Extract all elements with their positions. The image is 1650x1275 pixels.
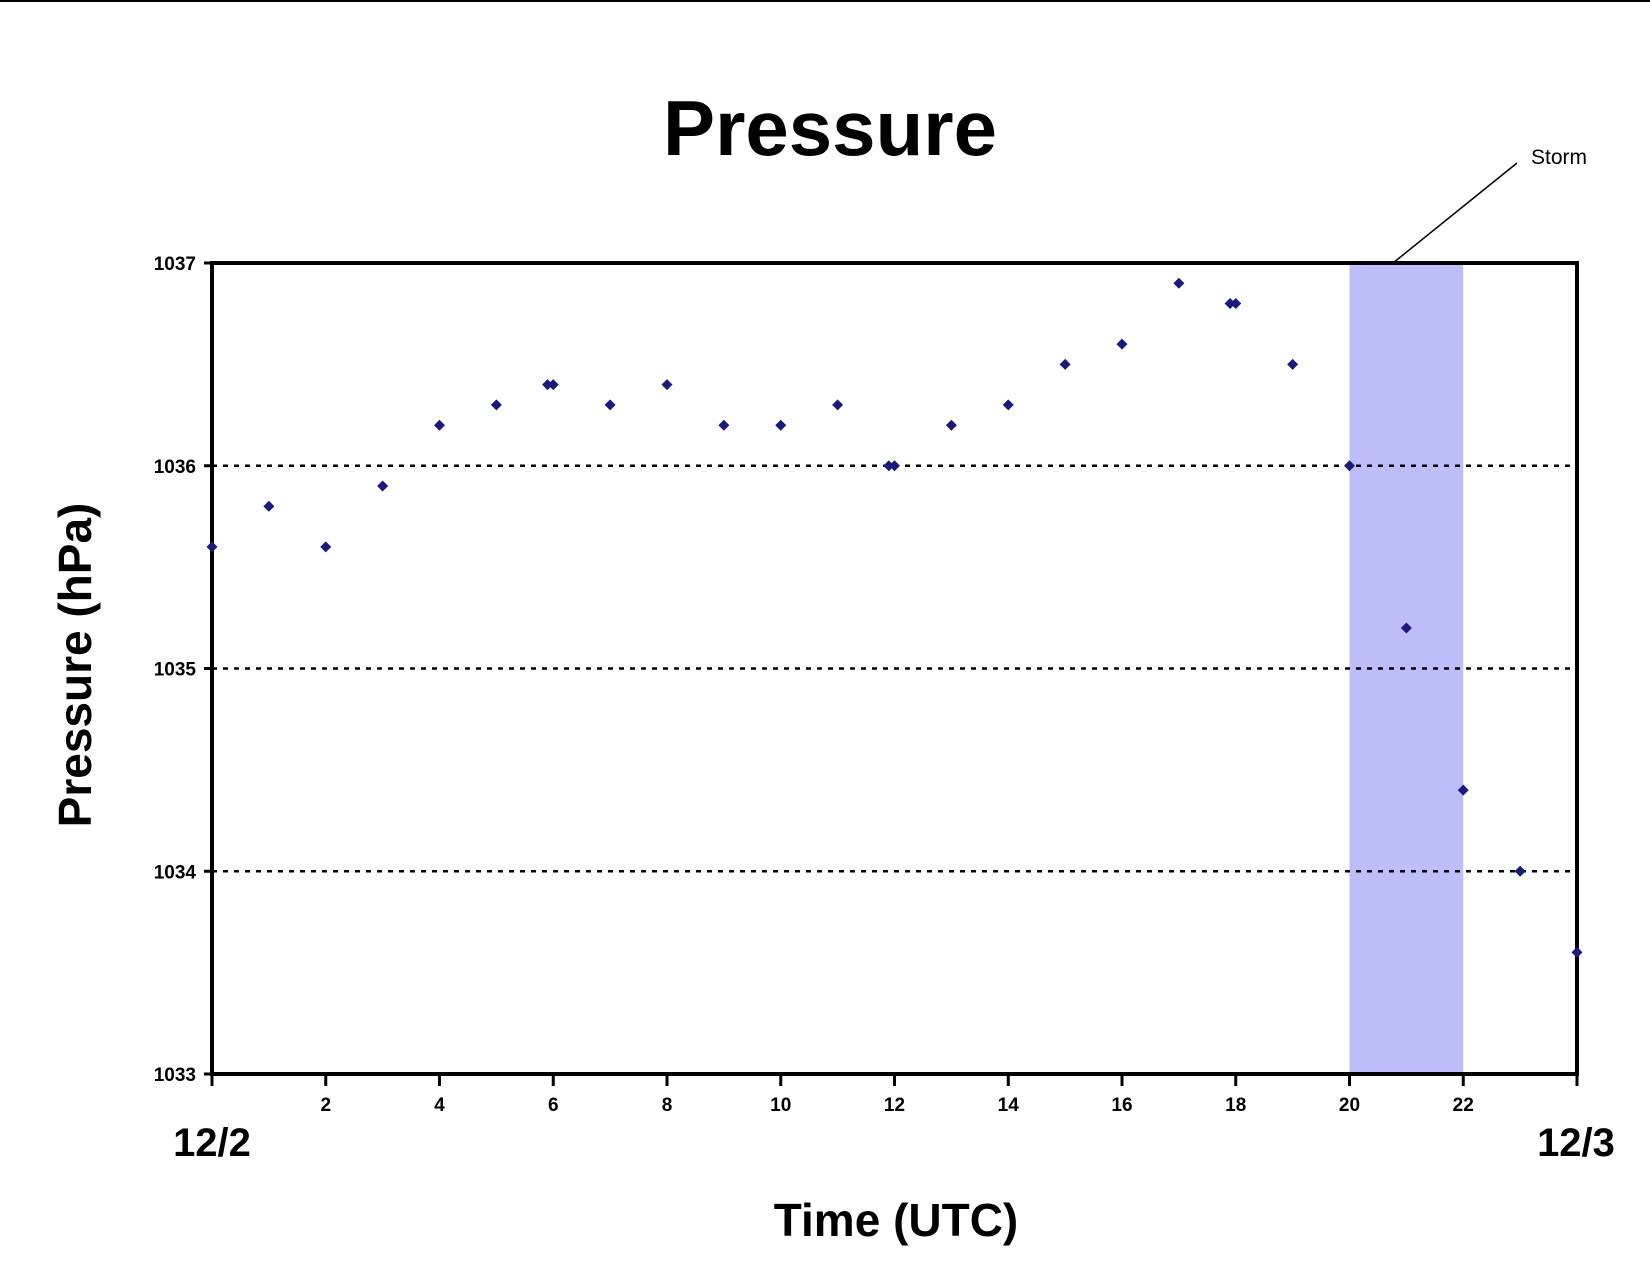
x-axis-label: Time (UTC) <box>774 1194 1019 1246</box>
data-point <box>883 460 895 472</box>
x-tick-label: 2 <box>320 1095 331 1116</box>
y-tick-label: 1034 <box>154 862 197 883</box>
data-point <box>320 541 332 553</box>
start-date-label: 12/2 <box>173 1121 251 1165</box>
data-point <box>1457 784 1469 796</box>
data-point <box>1571 946 1583 958</box>
data-point <box>434 419 445 431</box>
data-point <box>1059 358 1071 370</box>
y-axis-label: Pressure (hPa) <box>49 503 101 828</box>
data-point <box>263 500 275 512</box>
data-point <box>604 399 616 411</box>
data-points <box>206 277 1583 958</box>
x-tick-label: 18 <box>1225 1095 1246 1116</box>
data-point <box>377 480 389 492</box>
x-tick-label: 8 <box>662 1095 673 1116</box>
y-tick-label: 1033 <box>154 1065 196 1086</box>
y-tick-label: 1036 <box>154 457 196 478</box>
storm-annotation: Storm <box>1531 146 1587 169</box>
data-point <box>490 399 502 411</box>
data-point <box>1224 298 1236 310</box>
data-point <box>889 460 900 472</box>
end-date-label: 12/3 <box>1537 1121 1615 1165</box>
data-point <box>206 541 218 553</box>
chart-title: Pressure <box>663 84 997 172</box>
data-point <box>1400 622 1412 634</box>
y-tick-label: 1037 <box>154 254 196 275</box>
data-point <box>1230 298 1242 310</box>
x-tick-label: 6 <box>548 1095 559 1116</box>
x-tick-label: 4 <box>434 1095 445 1116</box>
x-axis-ticks: 2 4 6 8 10 12 14 16 18 20 22 <box>210 1074 1579 1116</box>
data-point <box>1002 399 1014 411</box>
data-point <box>661 379 673 391</box>
data-point <box>718 419 730 431</box>
x-tick-label: 10 <box>770 1095 791 1116</box>
storm-callout-line <box>1392 162 1518 264</box>
x-tick-label: 14 <box>998 1095 1020 1116</box>
x-tick-label: 12 <box>884 1095 905 1116</box>
data-point <box>547 379 559 391</box>
x-tick-label: 20 <box>1339 1095 1360 1116</box>
data-point <box>1514 865 1526 877</box>
data-point <box>945 419 957 431</box>
data-point <box>832 399 844 411</box>
x-tick-label: 22 <box>1453 1095 1474 1116</box>
data-point <box>775 419 787 431</box>
data-point <box>1173 277 1185 289</box>
data-point <box>1344 460 1355 472</box>
data-point <box>1116 338 1128 350</box>
y-axis-ticks: 1033 1034 1035 1036 1037 <box>154 254 212 1086</box>
y-tick-label: 1035 <box>154 660 197 681</box>
data-point <box>1287 358 1299 370</box>
data-point <box>542 379 554 391</box>
x-tick-label: 16 <box>1111 1095 1132 1116</box>
